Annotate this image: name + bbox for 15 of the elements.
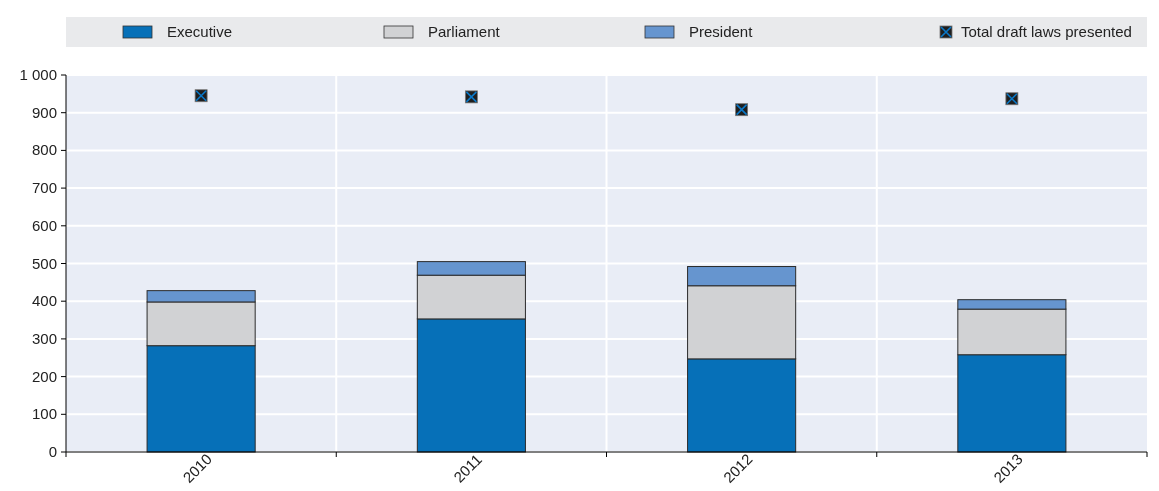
y-tick-label: 300 — [31, 329, 57, 347]
y-tick-label: 1 000 — [19, 66, 57, 83]
legend-label: Executive — [167, 23, 233, 40]
y-tick-label: 600 — [31, 216, 57, 234]
legend-label: Total draft laws presented — [961, 23, 1132, 40]
y-tick-label: 800 — [31, 141, 57, 159]
y-tick-label: 200 — [31, 367, 57, 385]
y-tick-label: 400 — [31, 292, 57, 310]
legend-label: President — [689, 23, 754, 40]
y-tick-label: 500 — [31, 254, 57, 272]
y-tick-label: 100 — [31, 405, 57, 423]
legend-label: Parliament — [428, 23, 501, 40]
y-tick-label: 0 — [48, 443, 57, 460]
y-tick-label: 700 — [31, 179, 57, 197]
y-tick-label: 900 — [31, 103, 57, 121]
